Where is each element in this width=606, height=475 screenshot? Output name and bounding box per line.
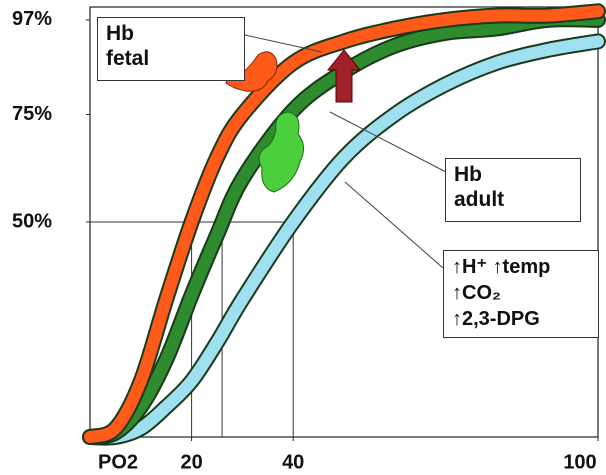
annotation-text: adult (454, 187, 572, 212)
annotation-text: ↑H⁺ ↑temp (452, 254, 590, 280)
y-tick-label: 75% (12, 103, 52, 125)
annotation-adult: Hb adult (445, 158, 581, 222)
x-tick-label: 100 (563, 451, 596, 473)
annotation-text: ↑2,3-DPG (452, 306, 590, 332)
annotation-fetal: Hb fetal (97, 17, 245, 81)
annotation-text: Hb (454, 162, 572, 187)
annotation-text: Hb (106, 21, 236, 46)
pointer-line (245, 35, 322, 52)
pointer-line (345, 182, 443, 268)
annotation-factors: ↑H⁺ ↑temp ↑CO₂ ↑2,3-DPG (443, 250, 599, 338)
y-tick-label: 50% (12, 210, 52, 232)
annotation-text: ↑CO₂ (452, 280, 590, 306)
x-tick-label: 20 (180, 451, 202, 473)
chart: 50% 75% 97% 20 40 100 PO2 (0, 0, 606, 475)
annotation-text: fetal (106, 46, 236, 71)
x-axis-label: PO2 (98, 451, 138, 473)
mother-icon (259, 112, 303, 192)
x-tick-label: 40 (282, 451, 304, 473)
page: 50% 75% 97% 20 40 100 PO2 Hb fetal Hb adult ↑H… (0, 0, 606, 475)
y-tick-label: 97% (12, 8, 52, 30)
